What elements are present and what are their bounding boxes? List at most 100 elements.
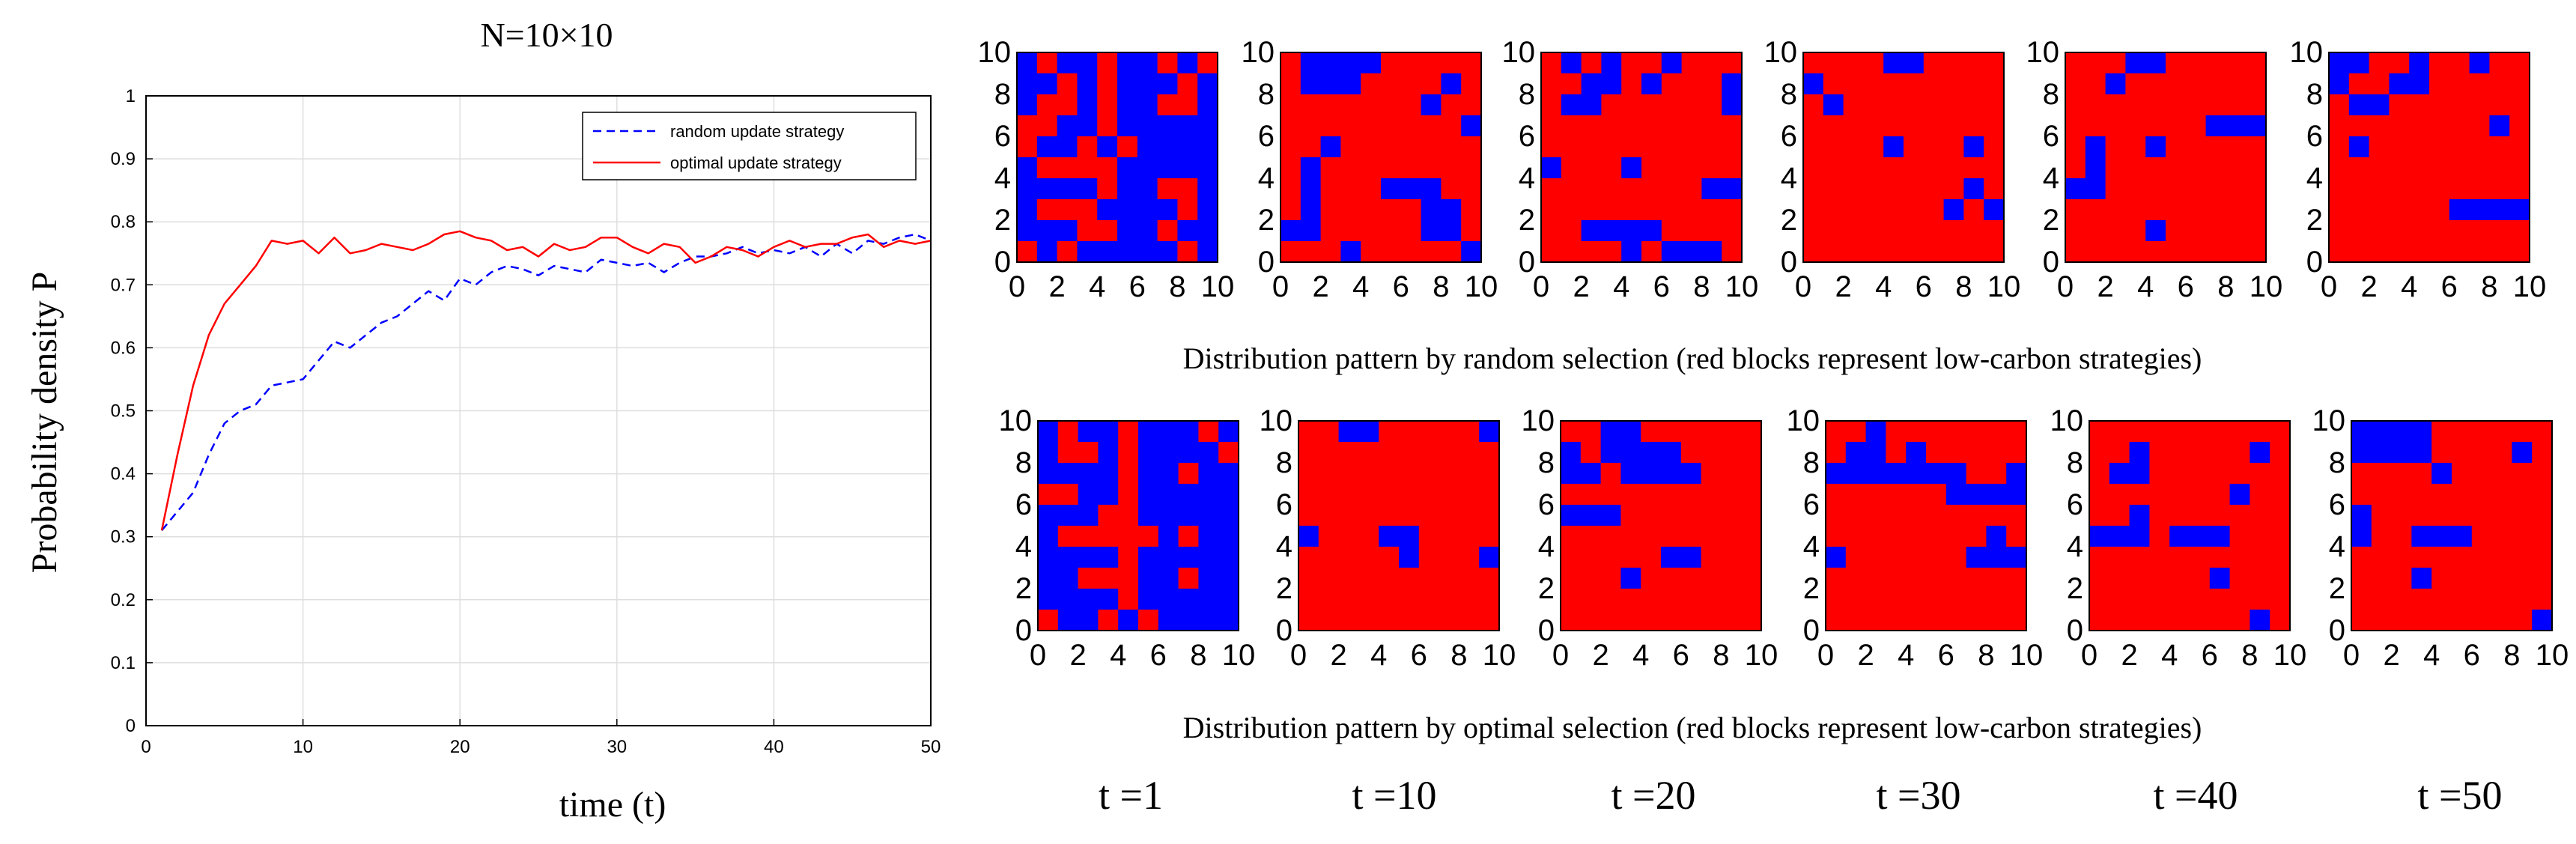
high-carbon-cell bbox=[1077, 241, 1098, 263]
legend-label-random: random update strategy bbox=[670, 122, 844, 141]
low-carbon-cell bbox=[2389, 178, 2410, 200]
low-carbon-cell bbox=[1057, 157, 1078, 179]
heatmap-y-tick-label: 6 bbox=[2306, 120, 2323, 153]
low-carbon-cell bbox=[1906, 505, 1927, 526]
heatmap-y-tick-label: 2 bbox=[2043, 204, 2059, 237]
low-carbon-cell bbox=[1641, 421, 1662, 443]
low-carbon-cell bbox=[1118, 421, 1139, 443]
low-carbon-cell bbox=[1338, 442, 1359, 464]
low-carbon-cell bbox=[2329, 199, 2350, 221]
low-carbon-cell bbox=[2491, 547, 2512, 568]
low-carbon-cell bbox=[1641, 94, 1662, 116]
high-carbon-cell bbox=[2369, 94, 2390, 116]
low-carbon-cell bbox=[2089, 463, 2110, 485]
low-carbon-cell bbox=[1966, 463, 1987, 485]
low-carbon-cell bbox=[2190, 442, 2211, 464]
low-carbon-cell bbox=[1118, 568, 1139, 589]
low-carbon-cell bbox=[1945, 421, 1967, 443]
low-carbon-cell bbox=[1421, 115, 1442, 137]
low-carbon-cell bbox=[2065, 157, 2086, 179]
high-carbon-cell bbox=[1177, 136, 1198, 158]
low-carbon-cell bbox=[1661, 178, 1683, 200]
low-carbon-cell bbox=[1966, 421, 1987, 443]
heatmap-y-tick-label: 0 bbox=[1519, 246, 1535, 279]
low-carbon-cell bbox=[1479, 568, 1500, 589]
series-line-random bbox=[161, 233, 932, 532]
high-carbon-cell bbox=[1906, 463, 1927, 485]
low-carbon-cell bbox=[1361, 220, 1382, 242]
low-carbon-cell bbox=[1581, 157, 1602, 179]
low-carbon-cell bbox=[2491, 568, 2512, 589]
high-carbon-cell bbox=[1340, 52, 1361, 74]
low-carbon-cell bbox=[2006, 610, 2027, 631]
low-carbon-cell bbox=[1945, 442, 1967, 464]
low-carbon-cell bbox=[1926, 568, 1947, 589]
high-carbon-cell bbox=[1098, 442, 1119, 464]
low-carbon-cell bbox=[1400, 199, 1422, 221]
heatmap-x-tick-label: 8 bbox=[1433, 270, 1449, 303]
high-carbon-cell bbox=[1057, 115, 1078, 137]
heatmap-x-tick-label: 10 bbox=[1483, 639, 1516, 672]
heatmap-y-tick-label: 0 bbox=[1803, 614, 1820, 647]
high-carbon-cell bbox=[2190, 526, 2211, 547]
low-carbon-cell bbox=[1439, 421, 1459, 443]
low-carbon-cell bbox=[1298, 505, 1319, 526]
heatmap-y-tick-label: 8 bbox=[1015, 446, 1032, 479]
low-carbon-cell bbox=[2145, 157, 2166, 179]
low-carbon-cell bbox=[1421, 52, 1442, 74]
low-carbon-cell bbox=[1641, 52, 1662, 74]
heatmap-y-tick-label: 8 bbox=[1258, 78, 1275, 111]
low-carbon-cell bbox=[1803, 94, 1824, 116]
low-carbon-cell bbox=[1561, 526, 1582, 547]
low-carbon-cell bbox=[2229, 526, 2250, 547]
low-carbon-cell bbox=[2391, 463, 2412, 485]
high-carbon-cell bbox=[1400, 178, 1422, 200]
high-carbon-cell bbox=[1057, 505, 1079, 526]
y-axis-label: Probability density P bbox=[25, 272, 64, 574]
low-carbon-cell bbox=[1580, 484, 1602, 506]
low-carbon-cell bbox=[1986, 610, 2007, 631]
low-carbon-cell bbox=[2409, 220, 2430, 242]
low-carbon-cell bbox=[1621, 52, 1642, 74]
low-carbon-cell bbox=[1926, 484, 1947, 506]
high-carbon-cell bbox=[1320, 73, 1341, 95]
low-carbon-cell bbox=[1361, 241, 1382, 263]
heatmap-y-tick-label: 10 bbox=[2290, 36, 2324, 69]
high-carbon-cell bbox=[1621, 241, 1642, 263]
low-carbon-cell bbox=[1986, 463, 2007, 485]
high-carbon-cell bbox=[1117, 115, 1138, 137]
high-carbon-cell bbox=[1218, 610, 1239, 631]
low-carbon-cell bbox=[1823, 220, 1844, 242]
heatmap-y-tick-label: 6 bbox=[1803, 488, 1820, 521]
low-carbon-cell bbox=[1620, 610, 1641, 631]
high-carbon-cell bbox=[1117, 52, 1138, 74]
low-carbon-cell bbox=[2109, 589, 2130, 610]
high-carbon-cell bbox=[1281, 220, 1301, 242]
heatmap-y-tick-label: 8 bbox=[1519, 78, 1535, 111]
high-carbon-cell bbox=[1038, 526, 1059, 547]
heatmap-y-tick-label: 2 bbox=[1781, 204, 1797, 237]
low-carbon-cell bbox=[1843, 178, 1864, 200]
high-carbon-cell bbox=[1038, 547, 1059, 568]
low-carbon-cell bbox=[1701, 589, 1722, 610]
heatmap-y-tick-label: 2 bbox=[1519, 204, 1535, 237]
high-carbon-cell bbox=[1057, 220, 1078, 242]
low-carbon-cell bbox=[2226, 157, 2247, 179]
low-carbon-cell bbox=[2469, 94, 2490, 116]
low-carbon-cell bbox=[2250, 547, 2270, 568]
low-carbon-cell bbox=[1057, 421, 1079, 443]
low-carbon-cell bbox=[2085, 73, 2106, 95]
high-carbon-cell bbox=[1138, 484, 1159, 506]
low-carbon-cell bbox=[2246, 178, 2267, 200]
low-carbon-cell bbox=[1418, 484, 1440, 506]
high-carbon-cell bbox=[1197, 178, 1218, 200]
low-carbon-cell bbox=[1863, 199, 1884, 221]
low-carbon-cell bbox=[1906, 484, 1927, 506]
low-carbon-cell bbox=[1379, 568, 1400, 589]
low-carbon-cell bbox=[2166, 73, 2187, 95]
high-carbon-cell bbox=[1581, 94, 1602, 116]
low-carbon-cell bbox=[2452, 421, 2473, 443]
high-carbon-cell bbox=[1361, 52, 1382, 74]
high-carbon-cell bbox=[1661, 442, 1682, 464]
low-carbon-cell bbox=[2006, 505, 2027, 526]
